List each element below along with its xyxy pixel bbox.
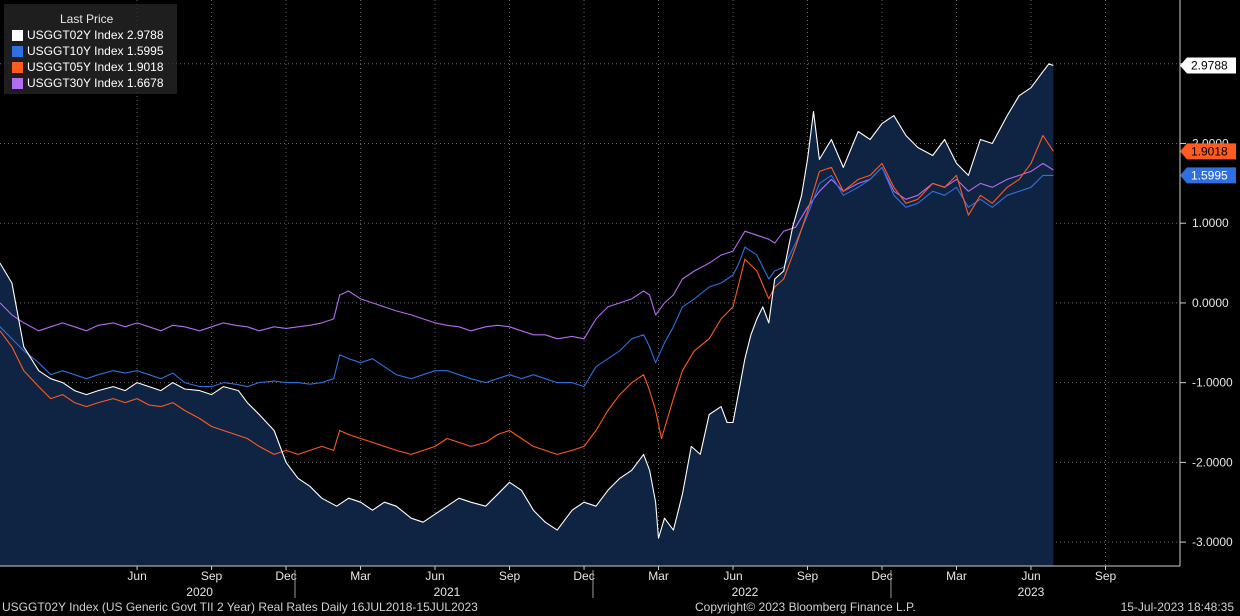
series-line-usggt02y bbox=[0, 63, 1054, 539]
legend-swatch bbox=[12, 29, 23, 41]
x-year-label: 2021 bbox=[434, 585, 461, 599]
last-value-tag bbox=[1180, 57, 1236, 74]
x-tick-label: Sep bbox=[201, 569, 223, 583]
last-value-text: 1.5995 bbox=[1191, 168, 1228, 182]
last-value-label: 2.9788 bbox=[1180, 57, 1236, 74]
x-tick-label: Mar bbox=[350, 569, 371, 583]
last-value-text: 1.9018 bbox=[1191, 144, 1228, 158]
x-tick-label: Sep bbox=[1095, 569, 1117, 583]
series-line-usggt10y bbox=[0, 166, 1054, 388]
legend-item: USGGT10Y Index 1.5995 bbox=[4, 43, 177, 59]
area-fill bbox=[0, 63, 1054, 567]
series-area-usggt02y bbox=[0, 63, 1054, 567]
x-tick-label: Mar bbox=[946, 569, 967, 583]
y-tick-label: 1.0000 bbox=[1192, 216, 1229, 230]
x-year-label: 2020 bbox=[186, 585, 213, 599]
x-tick-label: Jun bbox=[127, 569, 146, 583]
footer-timestamp: 15-Jul-2023 18:48:35 bbox=[1120, 600, 1234, 614]
legend-item: USGGT05Y Index 1.9018 bbox=[4, 59, 177, 75]
x-tick-label: Jun bbox=[1021, 569, 1040, 583]
last-value-tag bbox=[1180, 167, 1236, 184]
legend-label: USGGT10Y Index 1.5995 bbox=[27, 44, 164, 58]
last-value-label: 1.9018 bbox=[1180, 143, 1236, 160]
last-value-text: 2.9788 bbox=[1191, 58, 1228, 72]
legend-label: USGGT30Y Index 1.6678 bbox=[27, 76, 164, 90]
legend-label: USGGT05Y Index 1.9018 bbox=[27, 60, 164, 74]
legend: Last Price USGGT02Y Index 2.9788 USGGT10… bbox=[4, 4, 177, 94]
x-year-label: 2023 bbox=[1018, 585, 1045, 599]
legend-title: Last Price bbox=[60, 12, 114, 26]
y-tick-label: 0.0000 bbox=[1192, 296, 1229, 310]
last-value-tag bbox=[1180, 143, 1236, 160]
legend-item: USGGT02Y Index 2.9788 bbox=[4, 27, 177, 43]
footer-description: USGGT02Y Index (US Generic Govt TII 2 Ye… bbox=[2, 600, 478, 614]
x-tick-label: Dec bbox=[275, 569, 296, 583]
series-line-usggt05y bbox=[0, 134, 1054, 455]
x-tick-label: Dec bbox=[573, 569, 594, 583]
y-tick-label: -3.0000 bbox=[1192, 535, 1233, 549]
legend-swatch bbox=[12, 77, 23, 89]
series-lines bbox=[0, 63, 1054, 539]
last-value-label: 1.5995 bbox=[1180, 167, 1236, 184]
x-year-label: 2022 bbox=[732, 585, 759, 599]
y-tick-label: -1.0000 bbox=[1192, 376, 1233, 390]
x-tick-label: Sep bbox=[499, 569, 521, 583]
y-tick-label: -2.0000 bbox=[1192, 455, 1233, 469]
footer-copyright: Copyright© 2023 Bloomberg Finance L.P. bbox=[695, 600, 916, 614]
x-axis: Jun Sep Dec Mar Jun Sep Dec Mar Jun Sep Dec Mar Jun S… bbox=[127, 566, 1117, 599]
x-tick-label: Mar bbox=[648, 569, 669, 583]
x-tick-label: Sep bbox=[797, 569, 819, 583]
legend-item: USGGT30Y Index 1.6678 bbox=[4, 75, 177, 91]
legend-label: USGGT02Y Index 2.9788 bbox=[27, 28, 164, 42]
x-tick-label: Dec bbox=[871, 569, 892, 583]
x-tick-label: Jun bbox=[425, 569, 444, 583]
legend-swatch bbox=[12, 45, 23, 57]
x-tick-label: Jun bbox=[723, 569, 742, 583]
last-value-labels: 2.9788 1.9018 1.5995 bbox=[1180, 57, 1236, 184]
legend-swatch bbox=[12, 61, 23, 73]
